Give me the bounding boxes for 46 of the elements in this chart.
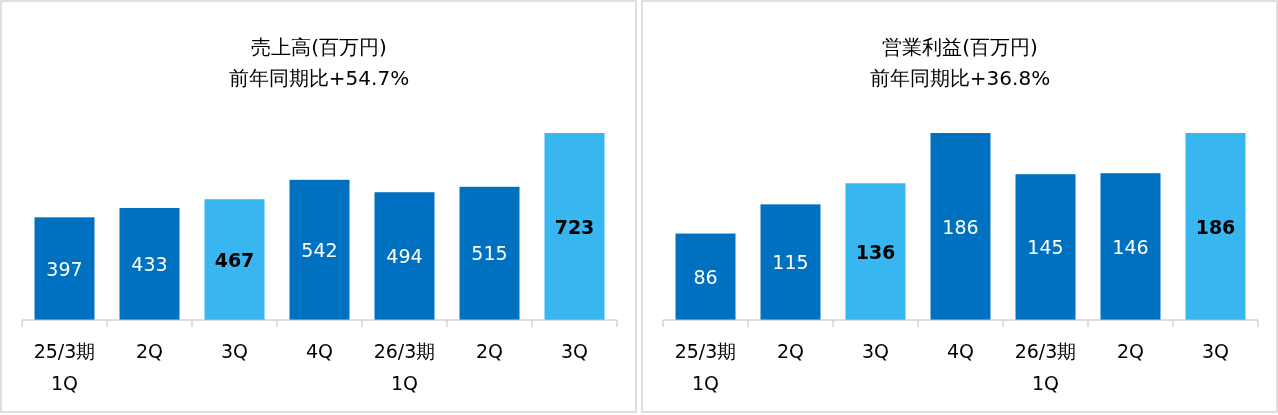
x-tick-label: 3Q	[861, 340, 890, 362]
x-tick-label: 2Q	[135, 340, 164, 362]
data-label: 145	[1027, 236, 1064, 259]
data-label: 86	[693, 265, 718, 288]
bar	[675, 233, 736, 320]
chart-subtitle: 前年同期比+36.8%	[869, 66, 1051, 90]
bar	[374, 192, 435, 320]
bar	[204, 199, 265, 320]
data-label: 146	[1112, 235, 1149, 258]
bar	[544, 133, 605, 320]
chart-subtitle: 前年同期比+54.7%	[228, 66, 410, 90]
bar	[1185, 133, 1246, 320]
bar	[845, 183, 906, 320]
data-label: 515	[471, 242, 508, 265]
bar	[119, 208, 180, 320]
bar	[34, 217, 95, 320]
data-label: 494	[386, 245, 423, 268]
data-label: 433	[131, 253, 168, 275]
bar	[1015, 174, 1076, 320]
x-tick-label: 26/3期 1Q	[1014, 340, 1077, 394]
x-tick-label: 4Q	[946, 340, 975, 362]
data-label: 467	[214, 248, 255, 271]
x-tick-label: 2Q	[1116, 340, 1145, 362]
x-tick-label: 3Q	[1201, 340, 1230, 362]
bar	[289, 179, 350, 320]
x-tick-label: 4Q	[305, 340, 334, 362]
x-tick-label: 26/3期 1Q	[373, 340, 436, 394]
x-tick-label: 2Q	[475, 340, 504, 362]
data-label: 542	[301, 238, 338, 261]
bar	[760, 204, 821, 320]
x-tick-label: 25/3期 1Q	[674, 340, 737, 394]
x-tick-label: 2Q	[776, 340, 805, 362]
x-tick-label: 25/3期 1Q	[33, 340, 96, 394]
data-label: 136	[855, 240, 896, 263]
chart-title: 売上高(百万円)	[251, 35, 387, 59]
data-label: 723	[554, 215, 595, 238]
data-label: 186	[942, 215, 979, 238]
x-tick-label: 3Q	[220, 340, 249, 362]
bar	[930, 133, 991, 320]
bar	[459, 186, 520, 320]
data-label: 115	[772, 251, 809, 274]
data-label: 397	[46, 257, 83, 280]
x-tick-label: 3Q	[560, 340, 589, 362]
data-label: 186	[1195, 215, 1236, 238]
chart-title: 営業利益(百万円)	[882, 35, 1038, 59]
bar	[1100, 173, 1161, 320]
